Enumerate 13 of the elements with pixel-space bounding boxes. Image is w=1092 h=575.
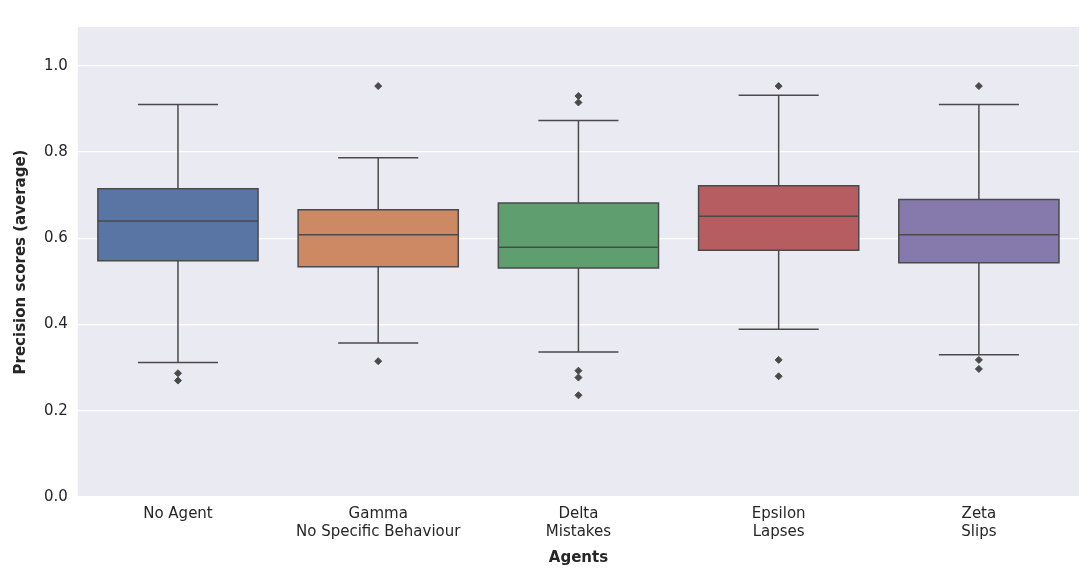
y-axis-title: Precision scores (average) (10, 149, 29, 375)
y-tick-label: 0.2 (44, 400, 68, 419)
y-tick-label: 0.6 (44, 228, 68, 247)
x-axis-title: Agents (548, 547, 609, 566)
y-tick-label: 1.0 (44, 55, 68, 74)
x-tick-label: Gamma No Specific Behaviour (295, 503, 462, 540)
x-tick-label: No Agent (143, 503, 213, 522)
y-tick-label: 0.8 (44, 141, 68, 160)
x-tick-label: Epsilon Lapses (751, 503, 806, 540)
x-tick-label: Delta Mistakes (545, 503, 612, 540)
y-tick-label: 0.4 (44, 314, 68, 333)
x-tick-label: Zeta Slips (961, 503, 997, 540)
y-tick-label: 0.0 (44, 486, 68, 505)
